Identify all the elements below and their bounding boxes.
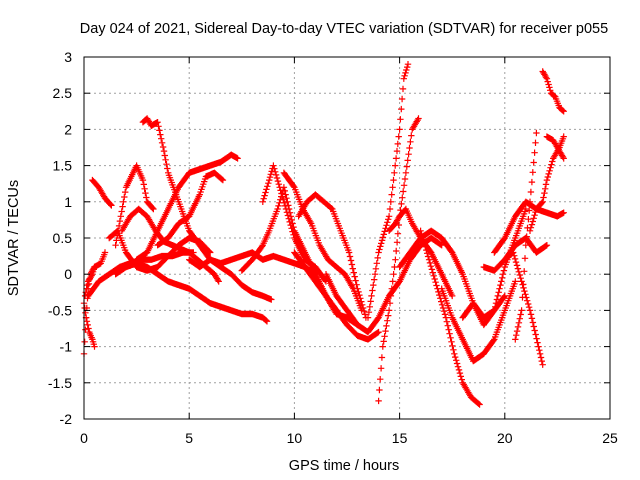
plus-markers — [491, 198, 567, 256]
series-track-11 — [133, 151, 241, 263]
plus-markers — [133, 151, 241, 263]
plus-markers — [154, 169, 227, 249]
y-tick-label: -1 — [60, 339, 73, 355]
plus-markers — [112, 162, 157, 249]
y-tick-label: 2.5 — [53, 85, 73, 101]
plus-markers — [417, 227, 483, 408]
series-track-31 — [539, 68, 567, 115]
series-track-32 — [543, 133, 567, 162]
y-axis-label: SDTVAR / TECUs — [6, 180, 22, 296]
plus-markers — [295, 191, 370, 321]
plus-markers — [543, 133, 567, 162]
y-tick-label: -0.5 — [48, 302, 72, 318]
y-axis-ticks: -2 -1.5 -1 -0.5 0 0.5 1 1.5 2 2.5 3 — [48, 49, 610, 427]
series-track-15 — [259, 162, 330, 285]
x-tick-label: 15 — [392, 430, 408, 446]
plus-markers — [459, 205, 529, 329]
x-tick-label: 5 — [185, 430, 193, 446]
x-axis-ticks: 0 5 10 15 20 25 — [80, 57, 618, 446]
series-track-26 — [459, 205, 529, 329]
x-tick-label: 10 — [287, 430, 303, 446]
series-track-28 — [491, 198, 567, 256]
y-tick-label: 0.5 — [53, 230, 73, 246]
y-tick-label: 0 — [64, 266, 72, 282]
plus-markers — [438, 278, 519, 365]
plus-markers — [375, 115, 422, 405]
series-track-07 — [112, 162, 157, 249]
series-track-04 — [89, 176, 115, 209]
series-track-33 — [501, 234, 551, 263]
x-tick-label: 0 — [80, 430, 88, 446]
series-track-27 — [480, 249, 546, 368]
x-tick-label: 20 — [497, 430, 513, 446]
plus-markers — [396, 227, 508, 321]
y-tick-label: 3 — [64, 49, 72, 65]
series-track-25 — [438, 278, 519, 365]
series-track-12 — [154, 169, 227, 249]
data-points — [80, 61, 567, 408]
x-axis-label: GPS time / hours — [289, 458, 399, 474]
plus-markers — [259, 162, 330, 285]
series-track-30 — [526, 133, 567, 234]
plus-markers — [291, 249, 382, 343]
y-tick-label: 1.5 — [53, 158, 73, 174]
chart-title: Day 024 of 2021, Sidereal Day-to-day VTE… — [80, 21, 608, 37]
y-tick-label: 2 — [64, 121, 72, 137]
series-track-19 — [322, 234, 445, 336]
y-tick-label: 1 — [64, 194, 72, 210]
plus-markers — [280, 169, 365, 314]
plus-markers — [539, 68, 567, 115]
series-track-23 — [396, 227, 508, 321]
series-track-17 — [295, 191, 370, 321]
plus-markers — [526, 133, 567, 234]
series-track-20 — [364, 61, 412, 321]
series-track-24 — [417, 227, 483, 408]
series-track-16 — [280, 169, 365, 314]
x-tick-label: 25 — [602, 430, 618, 446]
series-track-18 — [291, 249, 382, 343]
y-tick-label: -2 — [60, 411, 73, 427]
plus-markers — [322, 234, 445, 336]
plus-markers — [364, 61, 412, 321]
plus-markers — [89, 176, 115, 209]
y-tick-label: -1.5 — [48, 375, 72, 391]
plus-markers — [480, 249, 546, 368]
series-track-21 — [375, 115, 422, 405]
plus-markers — [501, 234, 551, 263]
